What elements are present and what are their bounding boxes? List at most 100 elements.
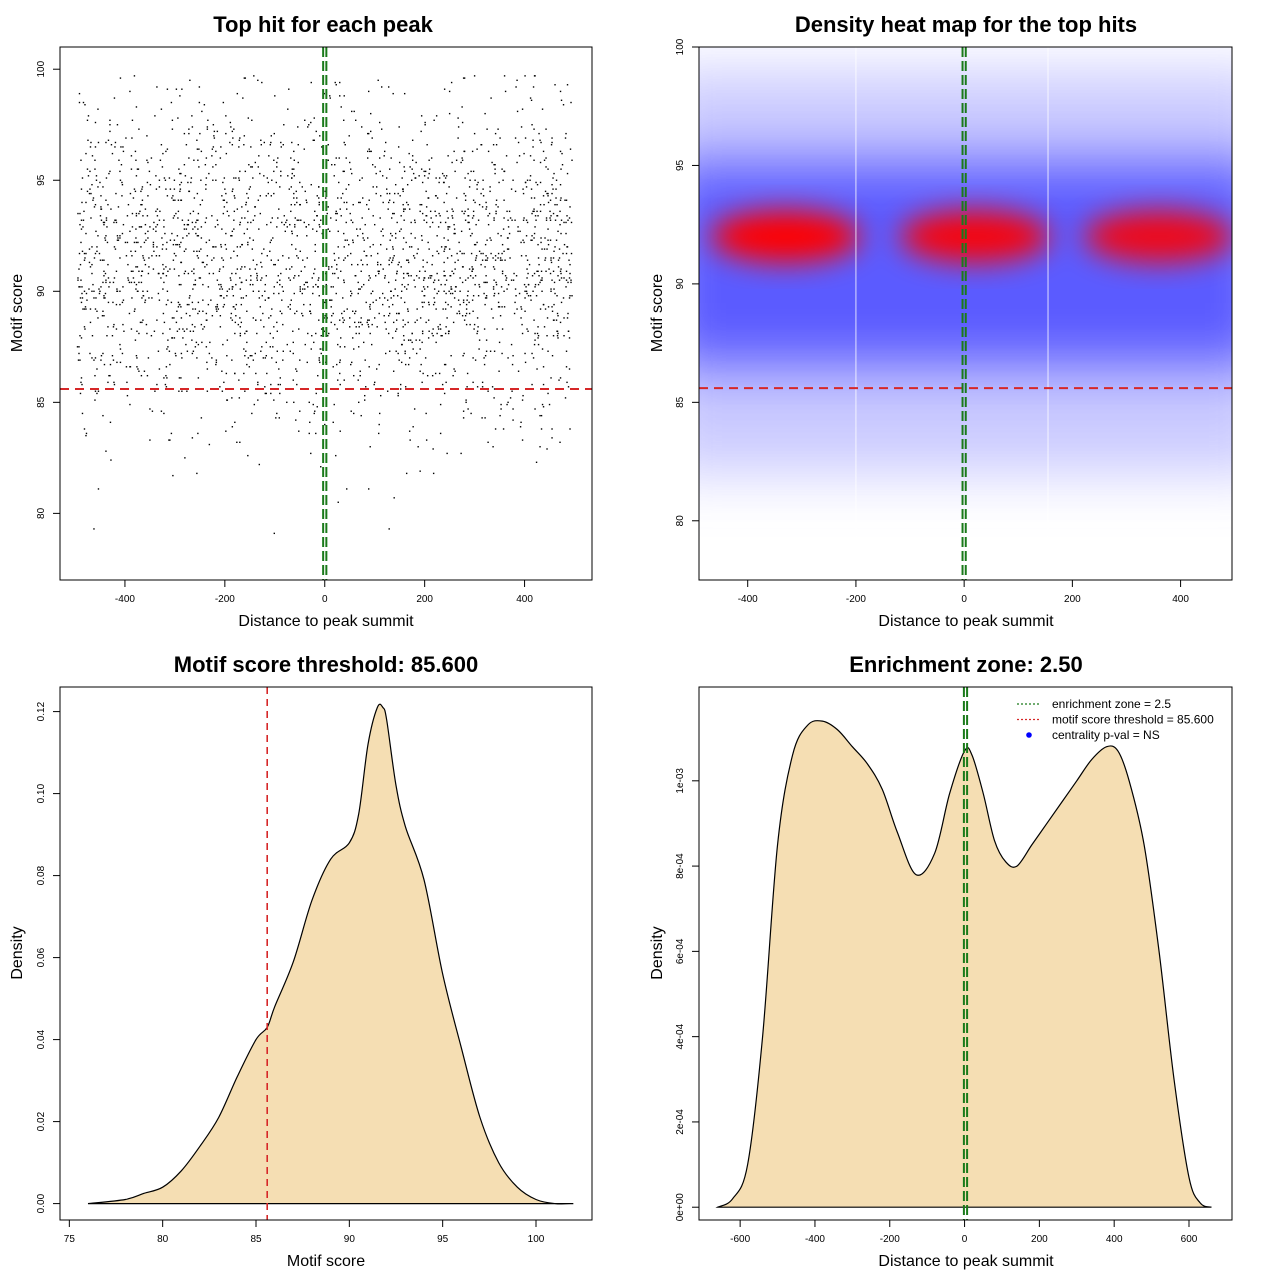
data-point <box>474 359 477 361</box>
data-point <box>495 281 497 284</box>
data-point <box>162 263 164 266</box>
data-point <box>273 263 275 266</box>
data-point <box>180 172 182 175</box>
data-point <box>493 350 496 352</box>
data-point <box>394 288 396 290</box>
data-point <box>341 312 343 315</box>
data-point <box>546 192 548 195</box>
data-point <box>160 410 163 412</box>
data-point <box>461 210 463 213</box>
data-point <box>95 297 97 299</box>
data-point <box>503 290 505 292</box>
data-point <box>249 268 251 270</box>
x-tick-label: 80 <box>157 1234 169 1245</box>
data-point <box>234 332 236 335</box>
data-point <box>453 150 455 153</box>
data-point <box>549 199 552 201</box>
data-point <box>177 199 180 201</box>
data-point <box>567 312 569 315</box>
data-point <box>220 146 222 148</box>
data-point <box>566 317 569 319</box>
data-point <box>361 126 363 128</box>
data-point <box>387 315 390 317</box>
data-point <box>445 292 447 295</box>
data-point <box>506 248 509 250</box>
data-point <box>505 279 507 281</box>
data-point <box>268 297 270 299</box>
data-point <box>363 239 365 241</box>
data-point <box>137 368 139 370</box>
data-point <box>313 272 315 275</box>
data-point <box>239 326 242 328</box>
data-point <box>383 150 386 153</box>
data-point <box>168 439 170 441</box>
data-point <box>270 315 272 317</box>
data-point <box>357 235 359 237</box>
data-point <box>376 186 378 188</box>
data-point <box>84 257 86 259</box>
data-point <box>207 303 210 306</box>
data-point <box>244 217 246 219</box>
data-point <box>97 235 99 237</box>
x-axis-label: Distance to peak summit <box>878 1253 1054 1270</box>
data-point <box>367 132 369 135</box>
data-point <box>539 210 542 213</box>
data-point <box>83 210 85 213</box>
data-point <box>364 359 366 361</box>
data-point <box>171 317 174 319</box>
data-point <box>223 297 225 299</box>
data-point <box>320 335 322 337</box>
data-point <box>122 323 124 326</box>
data-point <box>369 303 371 306</box>
data-point <box>222 212 225 215</box>
data-point <box>352 221 354 224</box>
data-point <box>411 159 414 161</box>
data-point <box>252 317 255 319</box>
data-point <box>198 310 201 312</box>
data-point <box>364 399 366 401</box>
data-point <box>461 106 463 108</box>
data-point <box>213 137 216 139</box>
data-point <box>370 130 372 133</box>
data-point <box>427 197 429 199</box>
data-point <box>424 357 427 359</box>
data-point <box>107 326 109 328</box>
data-point <box>95 179 98 181</box>
data-point <box>109 119 111 121</box>
data-point <box>384 275 386 277</box>
data-point <box>231 190 234 193</box>
data-point <box>94 203 97 206</box>
data-point <box>264 386 266 388</box>
data-point <box>531 275 534 277</box>
data-point <box>402 237 405 239</box>
data-point <box>169 239 172 241</box>
data-point <box>89 266 92 268</box>
data-point <box>482 188 484 190</box>
data-point <box>128 281 131 284</box>
data-point <box>233 228 235 230</box>
data-point <box>541 290 543 292</box>
data-point <box>246 192 248 195</box>
data-point <box>450 306 452 308</box>
data-point <box>444 275 446 277</box>
data-point <box>402 190 404 193</box>
data-point <box>481 386 484 388</box>
data-point <box>247 241 249 244</box>
data-point <box>77 212 79 215</box>
data-point <box>96 246 98 248</box>
data-point <box>510 279 513 281</box>
data-point <box>202 328 204 330</box>
data-point <box>289 268 291 270</box>
data-point <box>176 235 179 237</box>
data-point <box>120 146 122 148</box>
data-point <box>489 350 492 352</box>
data-point <box>215 164 217 166</box>
data-point <box>388 263 390 266</box>
data-point <box>142 319 144 321</box>
data-point <box>107 381 109 384</box>
data-point <box>324 423 326 426</box>
data-point <box>372 243 374 246</box>
data-point <box>471 150 474 153</box>
data-point <box>291 177 293 179</box>
data-point <box>503 75 506 77</box>
